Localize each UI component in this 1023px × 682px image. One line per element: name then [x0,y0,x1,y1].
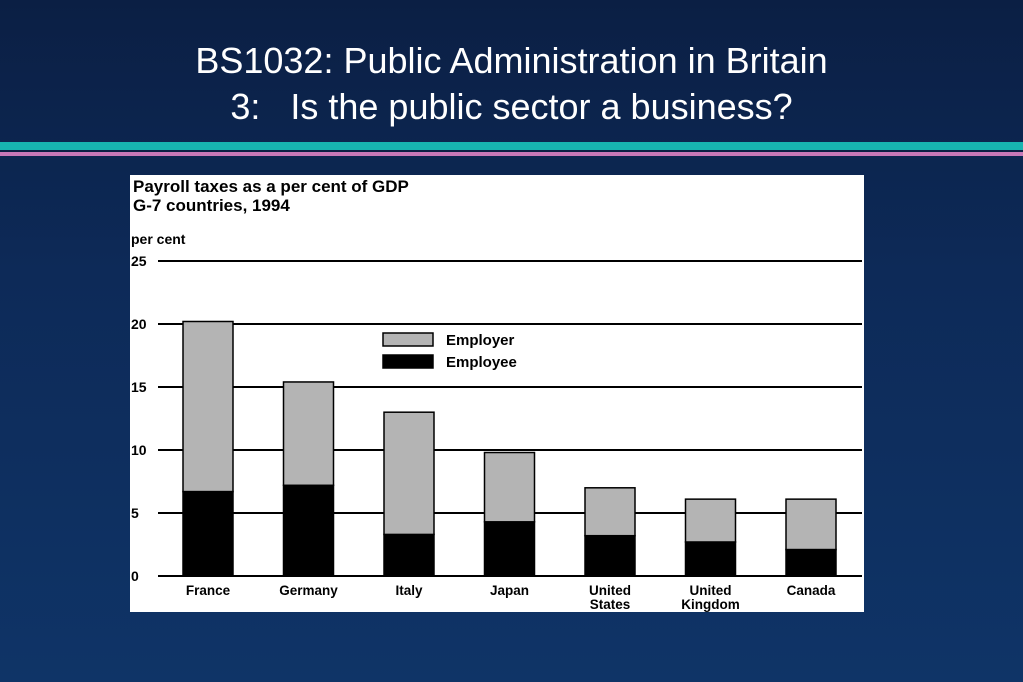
x-tick-label-2: Italy [395,583,423,598]
bar-employer-2 [383,411,435,536]
y-tick-label-10: 10 [131,442,147,458]
x-tick-label-0: France [186,583,231,598]
x-tick-label-5-0: United [690,583,732,598]
chart-title: Payroll taxes as a per cent of GDP [133,177,409,196]
bar-employee-6 [785,548,837,577]
bar-employer-4 [584,487,636,537]
x-tick-label-4-0: United [589,583,631,598]
y-tick-label-0: 0 [131,568,139,584]
bar-employee-1 [282,484,335,577]
pink-divider [0,152,1023,156]
bar-employer-6 [785,498,837,551]
chart-panel: Payroll taxes as a per cent of GDP G-7 c… [130,175,864,612]
teal-divider [0,142,1023,150]
bars: France Germany Italy Japan UnitedStatesUnite… [182,320,837,612]
x-tick-label-1: Germany [279,583,338,598]
legend-swatch-employee [382,354,434,369]
x-tick-label-3: Japan [490,583,529,598]
x-tick-label-4-1: States [590,597,631,612]
slide-title: BS1032: Public Administration in Britain… [0,38,1023,130]
bar-employer-1 [282,381,335,487]
payroll-tax-chart: Payroll taxes as a per cent of GDP G-7 c… [131,177,862,612]
legend-label-employer: Employer [446,332,515,349]
slide-title-line-2: 3: Is the public sector a business? [230,86,793,127]
bar-employee-4 [584,534,636,577]
x-tick-label-6: Canada [787,583,836,598]
y-tick-label-5: 5 [131,505,139,521]
x-tick-label-5-1: Kingdom [681,597,740,612]
slide-title-line-1: BS1032: Public Administration in Britain [195,40,828,81]
bar-employee-5 [684,541,737,577]
bar-employer-3 [483,451,536,523]
y-tick-label-25: 25 [131,253,147,269]
y-tick-label-20: 20 [131,316,147,332]
bar-employer-0 [182,320,234,493]
legend: Employer Employee [382,332,517,371]
bar-employee-2 [383,533,435,577]
dark-divider-gap [0,150,1023,152]
y-axis-label: per cent [131,231,186,247]
chart-subtitle: G-7 countries, 1994 [133,196,290,215]
legend-label-employee: Employee [446,354,517,371]
bar-employee-0 [182,490,234,577]
legend-swatch-employer [382,332,434,347]
y-tick-label-15: 15 [131,379,147,395]
bar-employer-5 [684,498,737,543]
bar-employee-3 [483,521,536,577]
